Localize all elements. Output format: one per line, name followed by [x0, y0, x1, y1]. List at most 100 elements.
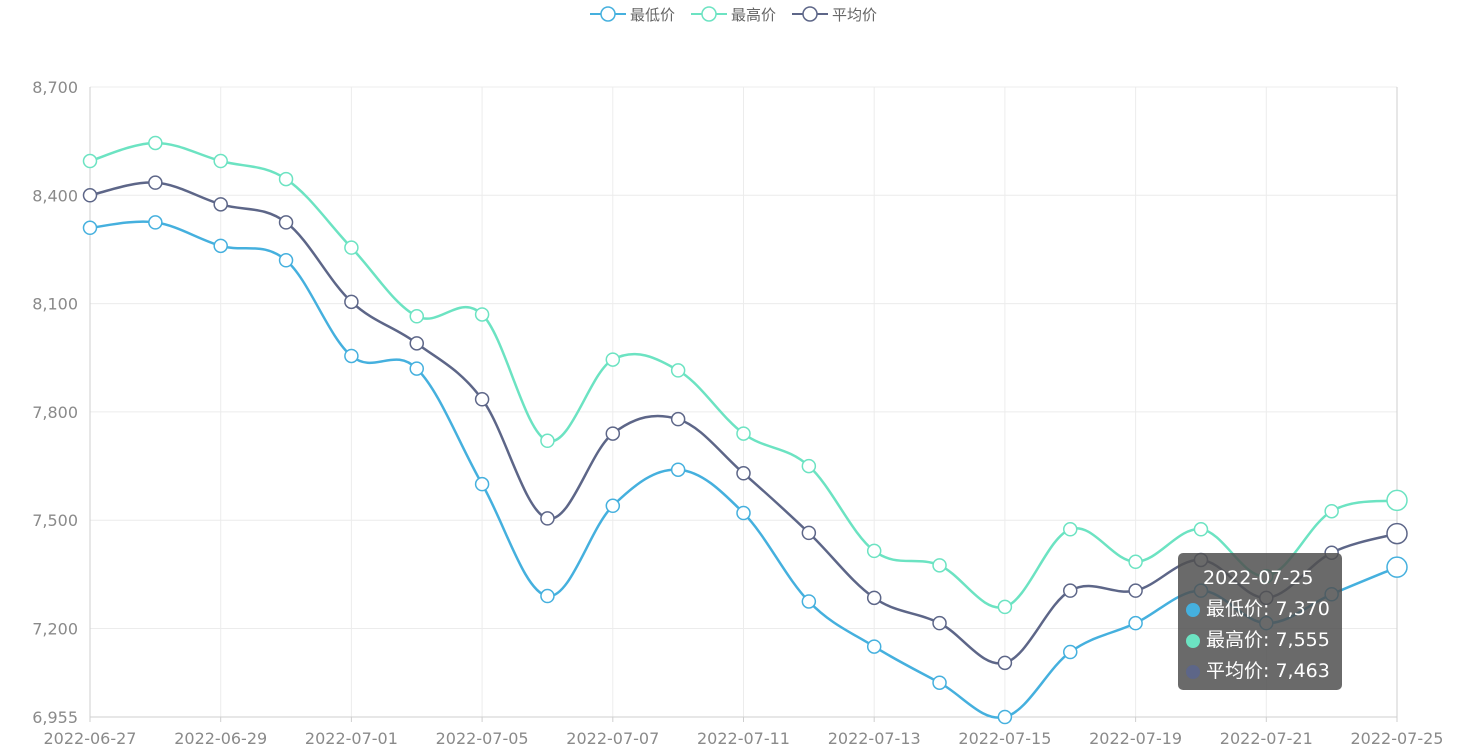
series-0-point[interactable]: [82, 220, 98, 236]
series-2-point[interactable]: [1386, 522, 1408, 545]
series-2-point[interactable]: [344, 294, 359, 310]
x-tick-label: 2022-07-07: [566, 729, 659, 748]
series-1-point[interactable]: [82, 153, 98, 169]
series-1-point[interactable]: [278, 171, 294, 187]
series-2-point[interactable]: [932, 615, 947, 631]
series-2-point[interactable]: [409, 336, 424, 351]
series-line-2: [89, 181, 1398, 665]
series-2-point[interactable]: [540, 511, 555, 526]
series-2-point[interactable]: [605, 426, 621, 441]
series-2-point[interactable]: [997, 655, 1013, 671]
x-tick-label: 2022-07-25: [1351, 729, 1444, 748]
x-tick-label: 2022-06-27: [44, 729, 137, 748]
series-0-point[interactable]: [344, 348, 359, 364]
y-tick-label: 8,700: [32, 78, 78, 97]
y-tick-label: 7,500: [32, 511, 78, 530]
series-1-point[interactable]: [605, 352, 621, 367]
series-0-point[interactable]: [148, 215, 163, 230]
tooltip-row-max: 最高价: 7,555: [1186, 625, 1342, 656]
y-tick-label: 8,400: [32, 186, 78, 205]
series-1-point[interactable]: [1063, 522, 1078, 537]
series-2-point[interactable]: [1063, 583, 1078, 598]
series-0-point[interactable]: [932, 675, 947, 690]
x-tick-label: 2022-07-21: [1220, 729, 1313, 748]
tooltip: 2022-07-25 最低价: 7,370 最高价: 7,555 平均价: 7,…: [1178, 553, 1342, 690]
series-0-point[interactable]: [1128, 615, 1143, 631]
tooltip-title: 2022-07-25: [1203, 567, 1314, 589]
x-tick-label: 2022-07-15: [958, 729, 1051, 748]
series-1-point[interactable]: [474, 307, 490, 322]
series-2-point[interactable]: [278, 215, 294, 230]
series-1-point[interactable]: [1324, 503, 1339, 519]
series-2-point[interactable]: [213, 197, 228, 212]
legend-item-max[interactable]: 最高价: [690, 4, 776, 25]
x-tick-label: 2022-07-11: [697, 729, 790, 748]
series-1-point[interactable]: [409, 309, 424, 324]
series-group: [82, 135, 1408, 725]
tooltip-row-min: 最低价: 7,370: [1186, 594, 1342, 625]
y-tick-label: 8,100: [32, 295, 78, 314]
tooltip-dot-avg-icon: [1186, 664, 1200, 679]
series-0-point[interactable]: [605, 498, 621, 514]
series-2-point[interactable]: [1128, 583, 1143, 598]
series-0-point[interactable]: [409, 361, 424, 376]
y-tick-label: 7,800: [32, 403, 78, 422]
y-tick-label: 7,200: [32, 620, 78, 639]
axes: 8,700 8,400 8,100 7,800 7,500 7,200 6,955 2022-…: [32, 78, 1443, 748]
y-tick-label: 6,955: [32, 708, 78, 727]
series-2-point[interactable]: [801, 525, 817, 541]
series-1-point[interactable]: [540, 433, 555, 449]
tooltip-dot-max-icon: [1186, 633, 1200, 648]
series-1-point[interactable]: [801, 458, 817, 474]
x-tick-label: 2022-07-19: [1089, 729, 1182, 748]
series-0-point[interactable]: [801, 594, 817, 609]
series-0-point[interactable]: [866, 639, 882, 654]
series-0-point[interactable]: [1386, 556, 1408, 578]
series-0-point[interactable]: [540, 588, 555, 604]
series-1-point[interactable]: [736, 426, 751, 441]
series-0-point[interactable]: [474, 476, 490, 492]
series-2-point[interactable]: [866, 590, 882, 606]
series-2-point[interactable]: [82, 188, 98, 203]
series-1-point[interactable]: [344, 240, 359, 255]
legend-avg-icon: [792, 6, 828, 22]
series-0-point[interactable]: [278, 253, 294, 268]
series-0-point[interactable]: [670, 462, 686, 477]
legend-label-avg: 平均价: [832, 5, 878, 24]
series-1-point[interactable]: [1128, 554, 1143, 570]
series-1-point[interactable]: [1386, 489, 1408, 512]
x-tick-label: 2022-07-01: [305, 729, 398, 748]
series-1-point[interactable]: [670, 363, 686, 378]
series-2-point[interactable]: [736, 466, 751, 481]
series-1-point[interactable]: [866, 543, 882, 559]
series-line-0: [89, 220, 1398, 719]
legend: 最低价 最高价 平均价: [0, 0, 1467, 28]
series-0-point[interactable]: [1063, 644, 1078, 660]
x-tick-label: 2022-07-05: [436, 729, 529, 748]
tooltip-row-avg: 平均价: 7,463: [1186, 656, 1342, 687]
legend-label-max: 最高价: [730, 5, 776, 24]
x-tick-label: 2022-07-13: [828, 729, 921, 748]
series-2-point[interactable]: [670, 411, 686, 427]
tooltip-value-max: 最高价: 7,555: [1206, 629, 1330, 651]
series-0-point[interactable]: [213, 238, 228, 254]
series-1-point[interactable]: [213, 153, 228, 169]
x-tick-label: 2022-06-29: [174, 729, 267, 748]
series-0-point[interactable]: [736, 505, 751, 521]
series-2-point[interactable]: [148, 175, 163, 190]
series-0-point[interactable]: [997, 709, 1013, 725]
series-1-point[interactable]: [997, 599, 1013, 615]
legend-item-min[interactable]: 最低价: [589, 4, 675, 25]
legend-item-avg[interactable]: 平均价: [792, 4, 877, 25]
series-1-point[interactable]: [1193, 522, 1209, 537]
legend-min-icon: [589, 6, 626, 22]
series-2-point[interactable]: [474, 392, 490, 407]
series-1-point[interactable]: [148, 135, 163, 151]
legend-max-icon: [690, 6, 727, 22]
series-1-point[interactable]: [932, 558, 947, 573]
tooltip-dot-min-icon: [1186, 602, 1200, 617]
tooltip-value-avg: 平均价: 7,463: [1206, 660, 1330, 682]
legend-label-min: 最低价: [629, 5, 675, 24]
tooltip-value-min: 最低价: 7,370: [1206, 598, 1330, 620]
